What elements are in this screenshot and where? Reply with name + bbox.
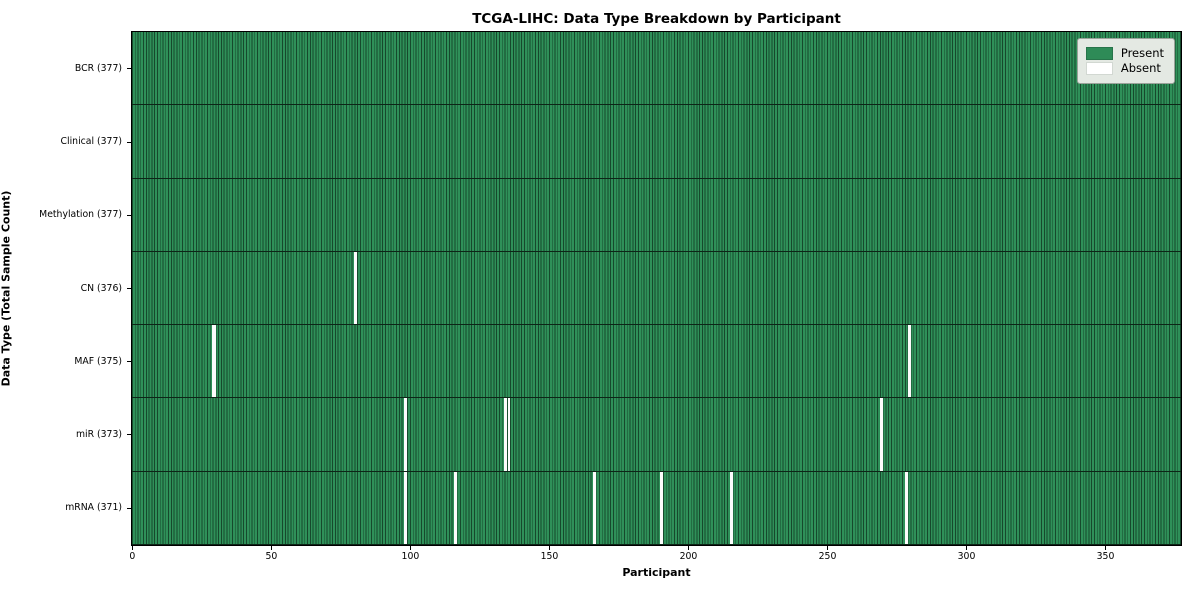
absent-marker: [212, 325, 216, 398]
heatmap-row-MAF: [132, 325, 1181, 399]
legend: Present Absent: [1076, 38, 1175, 84]
x-tick-label: 0: [129, 551, 136, 562]
heatmap-row-CN: [132, 251, 1181, 326]
y-tick-label: CN (376): [80, 282, 122, 294]
legend-item-absent: Absent: [1085, 61, 1164, 76]
x-tick-mark: [270, 546, 272, 550]
x-tick-mark: [966, 546, 967, 550]
heatmap-row-BCR: [132, 32, 1181, 106]
x-tick-label: 300: [957, 551, 976, 562]
x-tick-mark: [1105, 546, 1107, 550]
y-tick-label: BCR (377): [74, 62, 122, 74]
absent-marker: [729, 471, 733, 544]
absent-swatch-icon: [1085, 62, 1113, 75]
chart-title: TCGA-LIHC: Data Type Breakdown by Partic…: [472, 11, 841, 27]
y-tick-mark: [127, 434, 131, 436]
present-swatch-icon: [1085, 47, 1113, 60]
x-axis-label: Participant: [622, 566, 691, 579]
x-tick-label: 150: [540, 551, 559, 562]
absent-marker: [879, 398, 883, 471]
x-tick-mark: [687, 546, 689, 550]
absent-marker: [354, 251, 358, 325]
y-tick-label: Clinical (377): [60, 136, 122, 148]
y-tick-label: mRNA (371): [65, 502, 122, 513]
y-tick-mark: [127, 141, 131, 143]
y-tick-mark: [127, 68, 131, 70]
absent-marker: [904, 471, 908, 544]
y-tick-mark: [127, 361, 131, 363]
legend-label-absent: Absent: [1120, 61, 1161, 76]
heatmap-row-miR: [132, 398, 1181, 472]
y-tick-label: MAF (375): [74, 355, 122, 367]
x-tick-mark: [131, 546, 133, 550]
y-tick-mark: [127, 214, 131, 216]
absent-marker: [404, 471, 408, 544]
y-tick-mark: [127, 507, 131, 509]
x-tick-label: 100: [401, 551, 420, 562]
absent-marker: [507, 398, 511, 471]
absent-marker: [404, 398, 408, 471]
x-tick-label: 250: [818, 551, 837, 562]
y-tick-label: Methylation (377): [39, 209, 122, 221]
heatmap-row-Clinical: [132, 105, 1181, 179]
heatmap-row-Methylation: [132, 178, 1181, 252]
x-tick-mark: [409, 546, 411, 550]
absent-run-divider: [507, 398, 508, 471]
absent-marker: [504, 398, 508, 471]
x-tick-mark: [548, 546, 550, 550]
x-tick-label: 50: [265, 551, 278, 562]
absent-marker: [660, 471, 664, 544]
y-axis-label: Data Type (Total Sample Count): [0, 190, 13, 387]
heatmap-plot-area: Present Absent: [131, 31, 1182, 546]
absent-marker: [454, 471, 458, 544]
heatmap-row-mRNA: [132, 471, 1181, 545]
legend-label-present: Present: [1120, 46, 1164, 61]
x-tick-label: 200: [679, 551, 698, 562]
x-tick-mark: [826, 546, 828, 550]
absent-marker: [907, 325, 911, 398]
legend-item-present: Present: [1085, 46, 1164, 61]
y-tick-mark: [127, 288, 131, 289]
x-tick-label: 350: [1096, 551, 1115, 562]
y-tick-label: miR (373): [75, 428, 122, 440]
absent-marker: [593, 471, 597, 544]
